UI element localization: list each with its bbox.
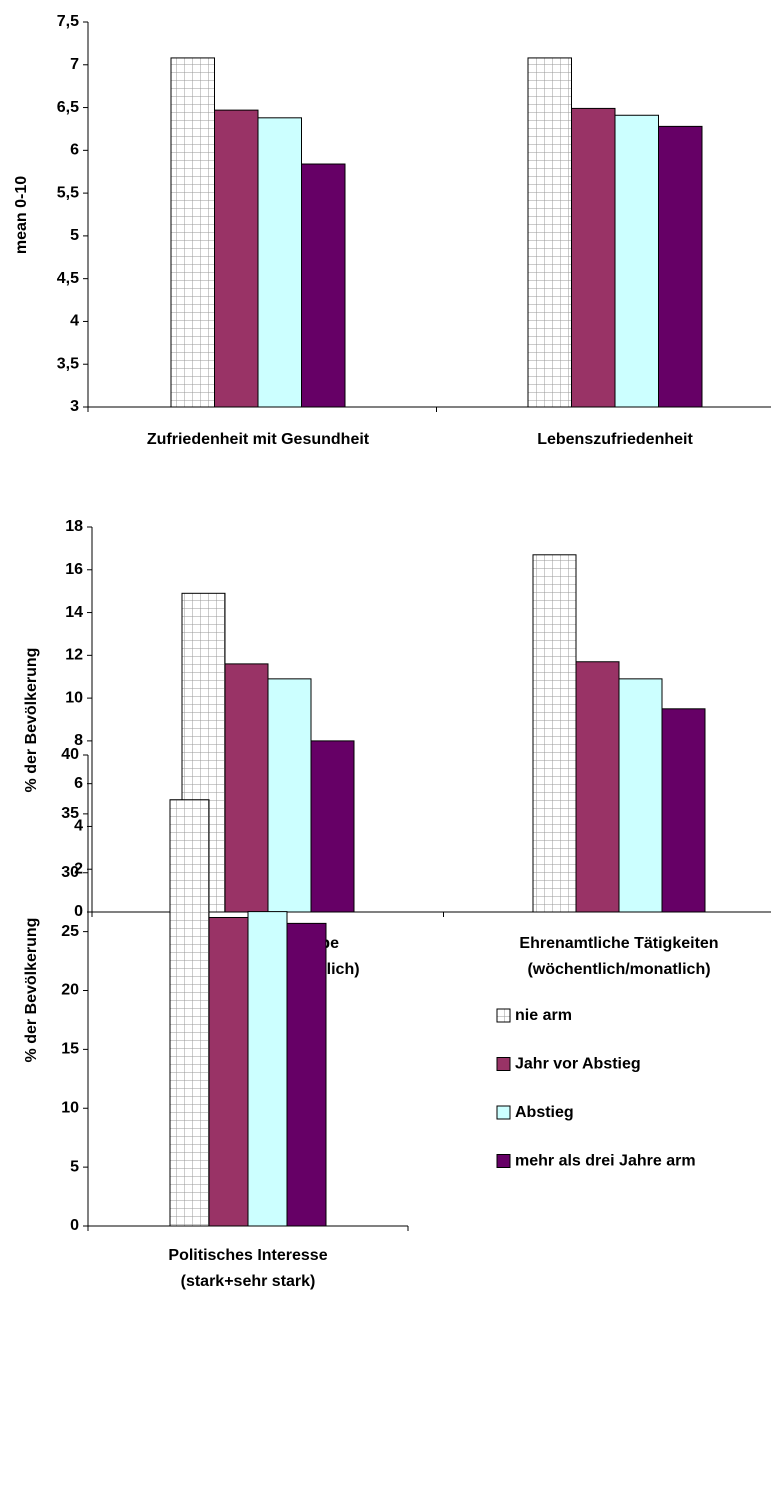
bar (169, 799, 210, 1227)
bar (301, 163, 346, 408)
y-tick-label: 0 (74, 903, 83, 920)
y-tick-label: 7 (70, 56, 79, 73)
y-tick-label: 5 (70, 1158, 79, 1175)
y-tick-label: 10 (65, 689, 83, 706)
bar (170, 57, 215, 408)
bar (310, 740, 355, 913)
y-axis-title: % der Bevölkerung (23, 648, 40, 793)
legend-label: mehr als drei Jahre arm (515, 1153, 696, 1170)
y-tick-label: 5,5 (57, 184, 79, 201)
bar (532, 554, 577, 913)
x-tick-label: (stark+sehr stark) (181, 1273, 316, 1290)
bar (658, 125, 703, 408)
bar (224, 663, 269, 913)
y-tick-label: 8 (74, 732, 83, 749)
bar (614, 114, 659, 408)
y-tick-label: 3 (70, 398, 79, 415)
bar (247, 911, 288, 1227)
y-tick-label: 15 (61, 1041, 79, 1058)
legend-label: nie arm (515, 1007, 572, 1024)
y-tick-label: 35 (61, 805, 79, 822)
y-tick-label: 6 (70, 142, 79, 159)
legend-swatch (496, 1008, 511, 1023)
y-tick-label: 4,5 (57, 270, 79, 287)
x-tick-label: (wöchentlich/monatlich) (527, 961, 710, 978)
y-tick-label: 4 (70, 313, 79, 330)
legend-label: Abstieg (515, 1104, 574, 1121)
x-tick-label: Politisches Interesse (168, 1247, 327, 1264)
y-axis-title: % der Bevölkerung (23, 918, 40, 1063)
y-tick-label: 6,5 (57, 99, 79, 116)
y-tick-label: 18 (65, 518, 83, 535)
y-tick-label: 12 (65, 647, 83, 664)
bar (257, 117, 302, 408)
y-tick-label: 30 (61, 864, 79, 881)
bar (214, 109, 259, 408)
y-tick-label: 40 (61, 746, 79, 763)
y-tick-label: 6 (74, 775, 83, 792)
bar (571, 107, 616, 408)
y-tick-label: 5 (70, 227, 79, 244)
legend-swatch (496, 1105, 511, 1120)
y-tick-label: 0 (70, 1217, 79, 1234)
y-tick-label: 25 (61, 923, 79, 940)
x-tick-label: Zufriedenheit mit Gesundheit (147, 431, 370, 448)
bar (618, 678, 663, 913)
y-tick-label: 7,5 (57, 13, 79, 30)
x-tick-label: Lebenszufriedenheit (537, 431, 693, 448)
y-tick-label: 2 (74, 860, 83, 877)
y-tick-label: 3,5 (57, 355, 79, 372)
bar (286, 922, 327, 1227)
y-tick-label: 4 (74, 818, 83, 835)
bar (208, 916, 249, 1227)
legend-swatch (496, 1057, 511, 1071)
bar (661, 708, 706, 913)
legend-label: Jahr vor Abstieg (515, 1056, 641, 1073)
x-tick-label: Ehrenamtliche Tätigkeiten (519, 935, 718, 952)
bar (527, 57, 572, 408)
legend-swatch (496, 1154, 511, 1168)
bar (267, 678, 312, 913)
y-tick-label: 20 (61, 982, 79, 999)
y-axis-title: mean 0-10 (13, 176, 30, 254)
y-tick-label: 16 (65, 561, 83, 578)
bar (575, 661, 620, 913)
y-tick-label: 10 (61, 1099, 79, 1116)
y-tick-label: 14 (65, 604, 83, 621)
